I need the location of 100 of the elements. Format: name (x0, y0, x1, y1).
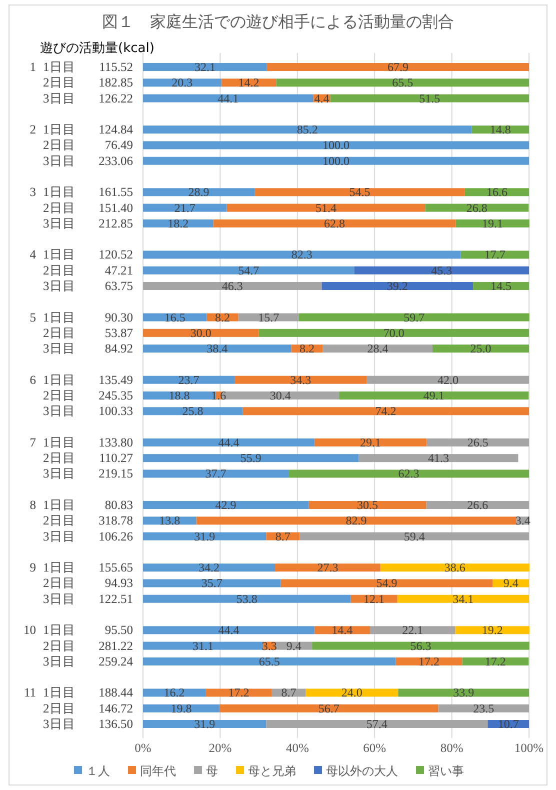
category-label: 2日目 110.27 (43, 451, 133, 466)
category-label: 2日目 76.49 (43, 138, 133, 152)
data-label: 21.7 (174, 200, 196, 215)
data-label: 59.7 (404, 310, 425, 324)
legend-label: 習い事 (428, 764, 464, 778)
bar (462, 657, 529, 666)
data-label: 14.5 (490, 279, 512, 293)
bar (370, 626, 456, 634)
data-label: 13.8 (159, 514, 180, 528)
data-label: 10.7 (498, 717, 519, 731)
category-label: 2日目 245.35 (43, 388, 133, 402)
bar (266, 720, 488, 728)
category-label: 2日目 94.93 (43, 576, 133, 590)
data-label: 39.2 (386, 279, 408, 293)
bar (143, 454, 359, 462)
data-label: 17.2 (418, 654, 440, 668)
bar (354, 266, 529, 274)
data-label: 4.4 (314, 91, 330, 106)
category-label: 7 1日目 133.80 (30, 435, 133, 450)
category-label: 2日目 53.87 (43, 326, 133, 340)
bar (380, 564, 530, 572)
data-label: 1.6 (211, 388, 226, 402)
bar (143, 282, 322, 290)
data-label: 26.5 (467, 435, 488, 450)
data-label: 20.3 (172, 76, 193, 90)
data-label: 15.7 (258, 310, 280, 324)
data-label: 12.1 (364, 592, 385, 606)
data-label: 19.8 (170, 701, 192, 716)
category-label: 2日目 146.72 (43, 701, 133, 716)
category-label: 3日目 212.85 (43, 216, 133, 230)
data-label: 34.1 (452, 592, 474, 606)
data-label: 23.5 (473, 701, 494, 716)
data-label: 25.0 (470, 342, 492, 356)
data-label: 42.9 (215, 498, 236, 512)
category-label: 9 1日目 155.65 (30, 560, 133, 575)
bar (314, 438, 427, 446)
data-label: 44.1 (218, 91, 239, 106)
bar (234, 376, 367, 384)
data-label: 9.4 (286, 638, 302, 653)
bar (143, 470, 289, 478)
bar (143, 438, 314, 446)
category-label: 2日目 281.22 (43, 638, 133, 653)
category-label: 2 1日目 124.84 (30, 122, 133, 137)
data-label: 56.3 (410, 638, 432, 653)
data-label: 24.0 (341, 686, 362, 700)
bar (143, 204, 227, 212)
data-label: 27.3 (317, 560, 338, 575)
bar (143, 156, 529, 165)
category-label: 4 1日目 120.52 (30, 248, 133, 262)
data-label: 59.4 (404, 529, 425, 544)
data-label: 46.3 (222, 279, 243, 293)
data-label: 53.8 (236, 592, 258, 606)
category-label: 5 1日目 90.30 (30, 310, 133, 324)
data-label: 14.4 (332, 623, 353, 638)
data-label: 28.4 (367, 342, 388, 356)
bar (254, 188, 465, 196)
data-label: 41.3 (428, 451, 449, 466)
bar (275, 564, 380, 572)
data-label: 9.4 (503, 576, 518, 590)
chart-title: 図１ 家庭生活での遊び相手による活動量の割合 (102, 13, 454, 31)
data-label: 35.7 (201, 576, 222, 590)
data-label: 82.3 (291, 248, 312, 262)
category-label: 1 1日目 115.52 (30, 60, 133, 74)
bar (143, 720, 266, 728)
category-label: 3日目 233.06 (43, 154, 133, 168)
legend-label: 母以外の大人 (326, 764, 398, 778)
bar (276, 78, 529, 87)
data-label: 17.7 (484, 248, 506, 262)
bar (143, 126, 472, 134)
bar (398, 688, 529, 697)
category-label: 3日目 259.24 (43, 654, 133, 668)
data-label: 32.1 (194, 60, 216, 74)
category-label: 3日目 84.92 (43, 342, 133, 356)
data-label: 100.0 (322, 154, 350, 168)
data-label: 8.2 (215, 310, 230, 324)
bar (213, 219, 456, 228)
bar (143, 532, 266, 540)
data-label: 54.5 (349, 185, 370, 200)
bar (196, 516, 516, 525)
data-label: 16.6 (486, 185, 508, 200)
bar (425, 204, 529, 212)
data-label: 56.7 (318, 701, 340, 716)
data-label: 26.6 (467, 498, 488, 512)
bar (143, 141, 529, 150)
bar (426, 501, 529, 509)
bar (143, 250, 461, 259)
bar (300, 532, 529, 540)
bar (312, 642, 530, 650)
bar (143, 266, 354, 274)
data-label: 55.9 (240, 451, 262, 466)
data-label: 8.2 (300, 342, 315, 356)
data-label: 33.9 (453, 686, 474, 700)
category-label: 3日目 126.22 (43, 91, 133, 106)
bar (143, 579, 281, 588)
data-label: 17.2 (484, 654, 506, 668)
data-label: 14.8 (490, 122, 511, 137)
bar (306, 688, 398, 697)
bar (366, 376, 529, 384)
bar (322, 344, 432, 353)
x-tick-label: 80% (440, 741, 464, 755)
